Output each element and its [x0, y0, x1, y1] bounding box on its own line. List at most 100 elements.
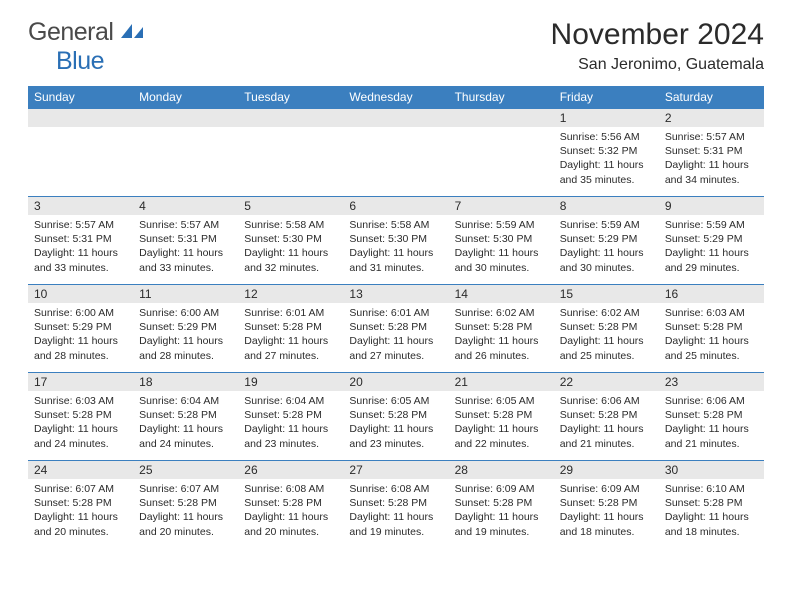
day-body: Sunrise: 6:03 AMSunset: 5:28 PMDaylight:…	[659, 303, 764, 367]
sunrise-line: Sunrise: 6:00 AM	[139, 306, 232, 320]
sunset-line: Sunset: 5:28 PM	[349, 320, 442, 334]
sunrise-line: Sunrise: 5:57 AM	[139, 218, 232, 232]
sunrise-line: Sunrise: 6:06 AM	[665, 394, 758, 408]
day-number	[343, 109, 448, 127]
day-body: Sunrise: 5:59 AMSunset: 5:29 PMDaylight:…	[659, 215, 764, 279]
sunset-line: Sunset: 5:28 PM	[560, 408, 653, 422]
calendar-cell: 3Sunrise: 5:57 AMSunset: 5:31 PMDaylight…	[28, 197, 133, 285]
sunset-line: Sunset: 5:29 PM	[34, 320, 127, 334]
sunset-line: Sunset: 5:28 PM	[665, 408, 758, 422]
daylight-line: Daylight: 11 hours and 18 minutes.	[560, 510, 653, 538]
title-block: November 2024 San Jeronimo, Guatemala	[551, 18, 764, 74]
sunrise-line: Sunrise: 6:05 AM	[349, 394, 442, 408]
day-body: Sunrise: 5:57 AMSunset: 5:31 PMDaylight:…	[28, 215, 133, 279]
calendar-cell: 19Sunrise: 6:04 AMSunset: 5:28 PMDayligh…	[238, 373, 343, 461]
day-body: Sunrise: 5:58 AMSunset: 5:30 PMDaylight:…	[343, 215, 448, 279]
day-number: 29	[554, 461, 659, 479]
calendar-cell: 24Sunrise: 6:07 AMSunset: 5:28 PMDayligh…	[28, 461, 133, 549]
sunset-line: Sunset: 5:30 PM	[349, 232, 442, 246]
calendar-cell: 10Sunrise: 6:00 AMSunset: 5:29 PMDayligh…	[28, 285, 133, 373]
sunrise-line: Sunrise: 6:10 AM	[665, 482, 758, 496]
sunset-line: Sunset: 5:28 PM	[34, 408, 127, 422]
header: General Blue November 2024 San Jeronimo,…	[28, 18, 764, 76]
sunset-line: Sunset: 5:29 PM	[139, 320, 232, 334]
daylight-line: Daylight: 11 hours and 28 minutes.	[34, 334, 127, 362]
day-body: Sunrise: 6:04 AMSunset: 5:28 PMDaylight:…	[133, 391, 238, 455]
day-number: 11	[133, 285, 238, 303]
calendar-body: 1Sunrise: 5:56 AMSunset: 5:32 PMDaylight…	[28, 109, 764, 549]
calendar-cell	[28, 109, 133, 197]
calendar-head: SundayMondayTuesdayWednesdayThursdayFrid…	[28, 86, 764, 109]
daylight-line: Daylight: 11 hours and 20 minutes.	[139, 510, 232, 538]
day-number: 12	[238, 285, 343, 303]
logo-word-general: General	[28, 18, 113, 46]
sunset-line: Sunset: 5:29 PM	[560, 232, 653, 246]
sunrise-line: Sunrise: 6:01 AM	[349, 306, 442, 320]
daylight-line: Daylight: 11 hours and 28 minutes.	[139, 334, 232, 362]
daylight-line: Daylight: 11 hours and 29 minutes.	[665, 246, 758, 274]
day-number: 9	[659, 197, 764, 215]
sunset-line: Sunset: 5:28 PM	[455, 496, 548, 510]
day-number: 1	[554, 109, 659, 127]
sunrise-line: Sunrise: 6:09 AM	[560, 482, 653, 496]
sunset-line: Sunset: 5:32 PM	[560, 144, 653, 158]
calendar-cell: 25Sunrise: 6:07 AMSunset: 5:28 PMDayligh…	[133, 461, 238, 549]
day-body: Sunrise: 6:06 AMSunset: 5:28 PMDaylight:…	[554, 391, 659, 455]
calendar-cell: 13Sunrise: 6:01 AMSunset: 5:28 PMDayligh…	[343, 285, 448, 373]
day-number: 25	[133, 461, 238, 479]
calendar-page: General Blue November 2024 San Jeronimo,…	[0, 0, 792, 612]
calendar-cell: 1Sunrise: 5:56 AMSunset: 5:32 PMDaylight…	[554, 109, 659, 197]
sunrise-line: Sunrise: 6:04 AM	[244, 394, 337, 408]
day-body: Sunrise: 5:57 AMSunset: 5:31 PMDaylight:…	[659, 127, 764, 191]
sunset-line: Sunset: 5:28 PM	[139, 496, 232, 510]
calendar-cell: 6Sunrise: 5:58 AMSunset: 5:30 PMDaylight…	[343, 197, 448, 285]
sunset-line: Sunset: 5:29 PM	[665, 232, 758, 246]
day-body: Sunrise: 6:09 AMSunset: 5:28 PMDaylight:…	[449, 479, 554, 543]
calendar-cell: 11 Sunrise: 6:00 AMSunset: 5:29 PMDayligh…	[133, 285, 238, 373]
sunset-line: Sunset: 5:30 PM	[244, 232, 337, 246]
day-number: 21	[449, 373, 554, 391]
day-number: 24	[28, 461, 133, 479]
daylight-line: Daylight: 11 hours and 19 minutes.	[349, 510, 442, 538]
day-body: Sunrise: 6:06 AMSunset: 5:28 PMDaylight:…	[659, 391, 764, 455]
day-body: Sunrise: 6:01 AMSunset: 5:28 PMDaylight:…	[343, 303, 448, 367]
day-number: 16	[659, 285, 764, 303]
daylight-line: Daylight: 11 hours and 22 minutes.	[455, 422, 548, 450]
calendar-cell: 12Sunrise: 6:01 AMSunset: 5:28 PMDayligh…	[238, 285, 343, 373]
sunrise-line: Sunrise: 5:59 AM	[665, 218, 758, 232]
sunrise-line: Sunrise: 6:01 AM	[244, 306, 337, 320]
sunset-line: Sunset: 5:31 PM	[665, 144, 758, 158]
sunset-line: Sunset: 5:28 PM	[560, 496, 653, 510]
daylight-line: Daylight: 11 hours and 31 minutes.	[349, 246, 442, 274]
daylight-line: Daylight: 11 hours and 30 minutes.	[455, 246, 548, 274]
calendar-cell: 16Sunrise: 6:03 AMSunset: 5:28 PMDayligh…	[659, 285, 764, 373]
day-body: Sunrise: 6:09 AMSunset: 5:28 PMDaylight:…	[554, 479, 659, 543]
calendar-cell: 20Sunrise: 6:05 AMSunset: 5:28 PMDayligh…	[343, 373, 448, 461]
sunrise-line: Sunrise: 6:08 AM	[244, 482, 337, 496]
sunset-line: Sunset: 5:28 PM	[139, 408, 232, 422]
weekday-header: Thursday	[449, 86, 554, 109]
day-number: 10	[28, 285, 133, 303]
sunset-line: Sunset: 5:28 PM	[560, 320, 653, 334]
sunrise-line: Sunrise: 5:57 AM	[665, 130, 758, 144]
calendar-cell	[238, 109, 343, 197]
sunset-line: Sunset: 5:28 PM	[244, 408, 337, 422]
calendar-cell: 30Sunrise: 6:10 AMSunset: 5:28 PMDayligh…	[659, 461, 764, 549]
day-body: Sunrise: 6:08 AMSunset: 5:28 PMDaylight:…	[343, 479, 448, 543]
daylight-line: Daylight: 11 hours and 21 minutes.	[560, 422, 653, 450]
calendar-cell: 4Sunrise: 5:57 AMSunset: 5:31 PMDaylight…	[133, 197, 238, 285]
sunrise-line: Sunrise: 6:04 AM	[139, 394, 232, 408]
day-number: 8	[554, 197, 659, 215]
daylight-line: Daylight: 11 hours and 25 minutes.	[560, 334, 653, 362]
daylight-line: Daylight: 11 hours and 19 minutes.	[455, 510, 548, 538]
day-body: Sunrise: 5:59 AMSunset: 5:29 PMDaylight:…	[554, 215, 659, 279]
month-title: November 2024	[551, 18, 764, 52]
calendar-row: 1Sunrise: 5:56 AMSunset: 5:32 PMDaylight…	[28, 109, 764, 197]
day-body: Sunrise: 5:58 AMSunset: 5:30 PMDaylight:…	[238, 215, 343, 279]
day-body: Sunrise: 6:07 AMSunset: 5:28 PMDaylight:…	[28, 479, 133, 543]
calendar-cell: 27Sunrise: 6:08 AMSunset: 5:28 PMDayligh…	[343, 461, 448, 549]
daylight-line: Daylight: 11 hours and 18 minutes.	[665, 510, 758, 538]
sunrise-line: Sunrise: 6:02 AM	[560, 306, 653, 320]
day-number	[133, 109, 238, 127]
daylight-line: Daylight: 11 hours and 34 minutes.	[665, 158, 758, 186]
